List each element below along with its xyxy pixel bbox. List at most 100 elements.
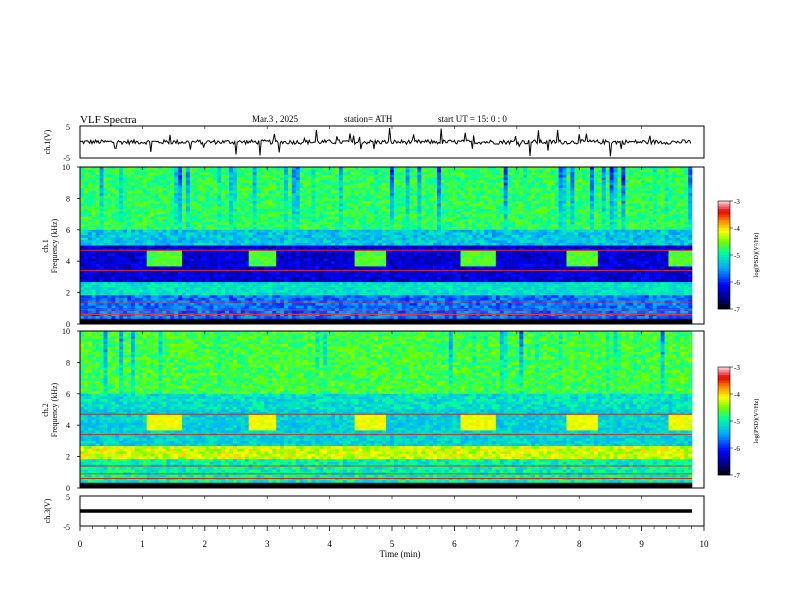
spectrogram-cell [554, 169, 559, 173]
spectrogram-cell [613, 174, 618, 178]
spectrogram-cell [386, 193, 391, 197]
spectrogram-cell [233, 221, 238, 225]
spectrogram-cell [472, 214, 477, 218]
spectrogram-cell [433, 198, 438, 202]
spectrogram-cell [209, 229, 214, 233]
spectrogram-cell [83, 227, 89, 231]
spectrogram-cell [87, 182, 93, 186]
spectrogram-cell [182, 216, 187, 220]
spectrogram-cell [307, 224, 312, 228]
spectrogram-cell [185, 190, 191, 194]
spectrogram-cell [641, 180, 646, 183]
spectrogram-cell [605, 242, 610, 246]
spectrogram-cell [229, 206, 234, 210]
spectrogram-cell [264, 221, 269, 225]
spectrogram-cell [284, 203, 289, 207]
spectrogram-cell [495, 235, 501, 238]
spectrogram-cell [185, 221, 191, 225]
spectrogram-cell [358, 174, 363, 178]
spectrogram-cell [295, 172, 300, 176]
spectrogram-cell [523, 198, 528, 202]
spectrogram-cell [119, 242, 124, 246]
spectrogram-cell [138, 211, 144, 215]
spectrogram-cell [307, 219, 312, 223]
spectrogram-cell [499, 214, 504, 218]
spectrogram-cell [307, 232, 312, 236]
spectrogram-cell [382, 211, 387, 215]
spectrogram-cell [260, 169, 265, 173]
spectrogram-cell [448, 195, 453, 199]
spectrogram-cell [185, 180, 191, 183]
spectrogram-cell [189, 235, 195, 238]
spectrogram-cell [590, 211, 595, 215]
spectrogram-cell [562, 203, 567, 207]
spectrogram-cell [260, 229, 265, 233]
spectrogram-cell [397, 201, 402, 204]
spectrogram-cell [488, 177, 493, 181]
spectrogram-cell [182, 235, 187, 238]
spectrogram-cell [558, 167, 563, 170]
spectrogram-cell [405, 216, 410, 220]
spectrogram-cell [491, 208, 497, 212]
spectrogram-cell [287, 214, 293, 218]
spectrogram-cell [311, 248, 316, 252]
spectrogram-cell [597, 174, 603, 178]
spectrogram-cell [554, 240, 559, 244]
spectrogram-cell [578, 227, 583, 231]
spectrogram-cell [468, 185, 473, 189]
spectrogram-cell [590, 185, 595, 189]
spectrogram-cell [629, 182, 634, 186]
spectrogram-cell [539, 167, 544, 170]
spectrogram-cell [205, 174, 210, 178]
spectrogram-cell [629, 245, 634, 249]
spectrogram-cell [684, 167, 689, 170]
spectrogram-cell [134, 216, 140, 220]
spectrogram-cell [684, 195, 689, 199]
spectrogram-cell [668, 190, 673, 194]
spectrogram-cell [672, 245, 677, 249]
spectrogram-cell [83, 206, 89, 210]
spectrogram-cell [676, 206, 681, 210]
spectrogram-cell [338, 245, 344, 249]
spectrogram-cell [558, 214, 563, 218]
spectrogram-cell [327, 201, 332, 204]
spectrogram-cell [409, 172, 414, 176]
spectrogram-cell [409, 174, 414, 178]
spectrogram-cell [370, 224, 375, 228]
spectrogram-cell [641, 182, 646, 186]
spectrogram-cell [425, 195, 430, 199]
spectrogram-cell [107, 232, 112, 236]
spectrogram-cell [566, 232, 571, 236]
spectrogram-cell [680, 237, 685, 241]
spectrogram-cell [601, 211, 606, 215]
spectrogram-cell [625, 169, 630, 173]
spectrogram-cell [221, 206, 226, 210]
spectrogram-cell [393, 208, 399, 212]
spectrogram-cell [393, 237, 399, 241]
spectrogram-cell [629, 172, 634, 176]
spectrogram-cell [613, 237, 618, 241]
spectrogram-cell [472, 227, 477, 231]
spectrogram-cell [158, 195, 163, 199]
spectrogram-cell [484, 198, 489, 202]
spectrogram-cell [433, 232, 438, 236]
spectrogram-cell [417, 190, 422, 194]
spectrogram-cell [217, 248, 222, 252]
spectrogram-cell [468, 245, 473, 249]
spectrogram-cell [389, 195, 395, 199]
spectrogram-cell [350, 193, 355, 197]
spectrogram-cell [484, 214, 489, 218]
spectrogram-cell [209, 227, 214, 231]
spectrogram-cell [146, 201, 151, 204]
spectrogram-cell [229, 224, 234, 228]
spectrogram-cell [342, 235, 348, 238]
spectrogram-cell [276, 229, 281, 233]
spectrogram-cell [295, 214, 300, 218]
spectrogram-cell [374, 180, 379, 183]
spectrogram-cell [327, 195, 332, 199]
spectrogram-cell [370, 201, 375, 204]
spectrogram-cell [386, 232, 391, 236]
spectrogram-cell [452, 187, 457, 191]
spectrogram-cell [170, 180, 175, 183]
spectrogram-cell [605, 221, 610, 225]
